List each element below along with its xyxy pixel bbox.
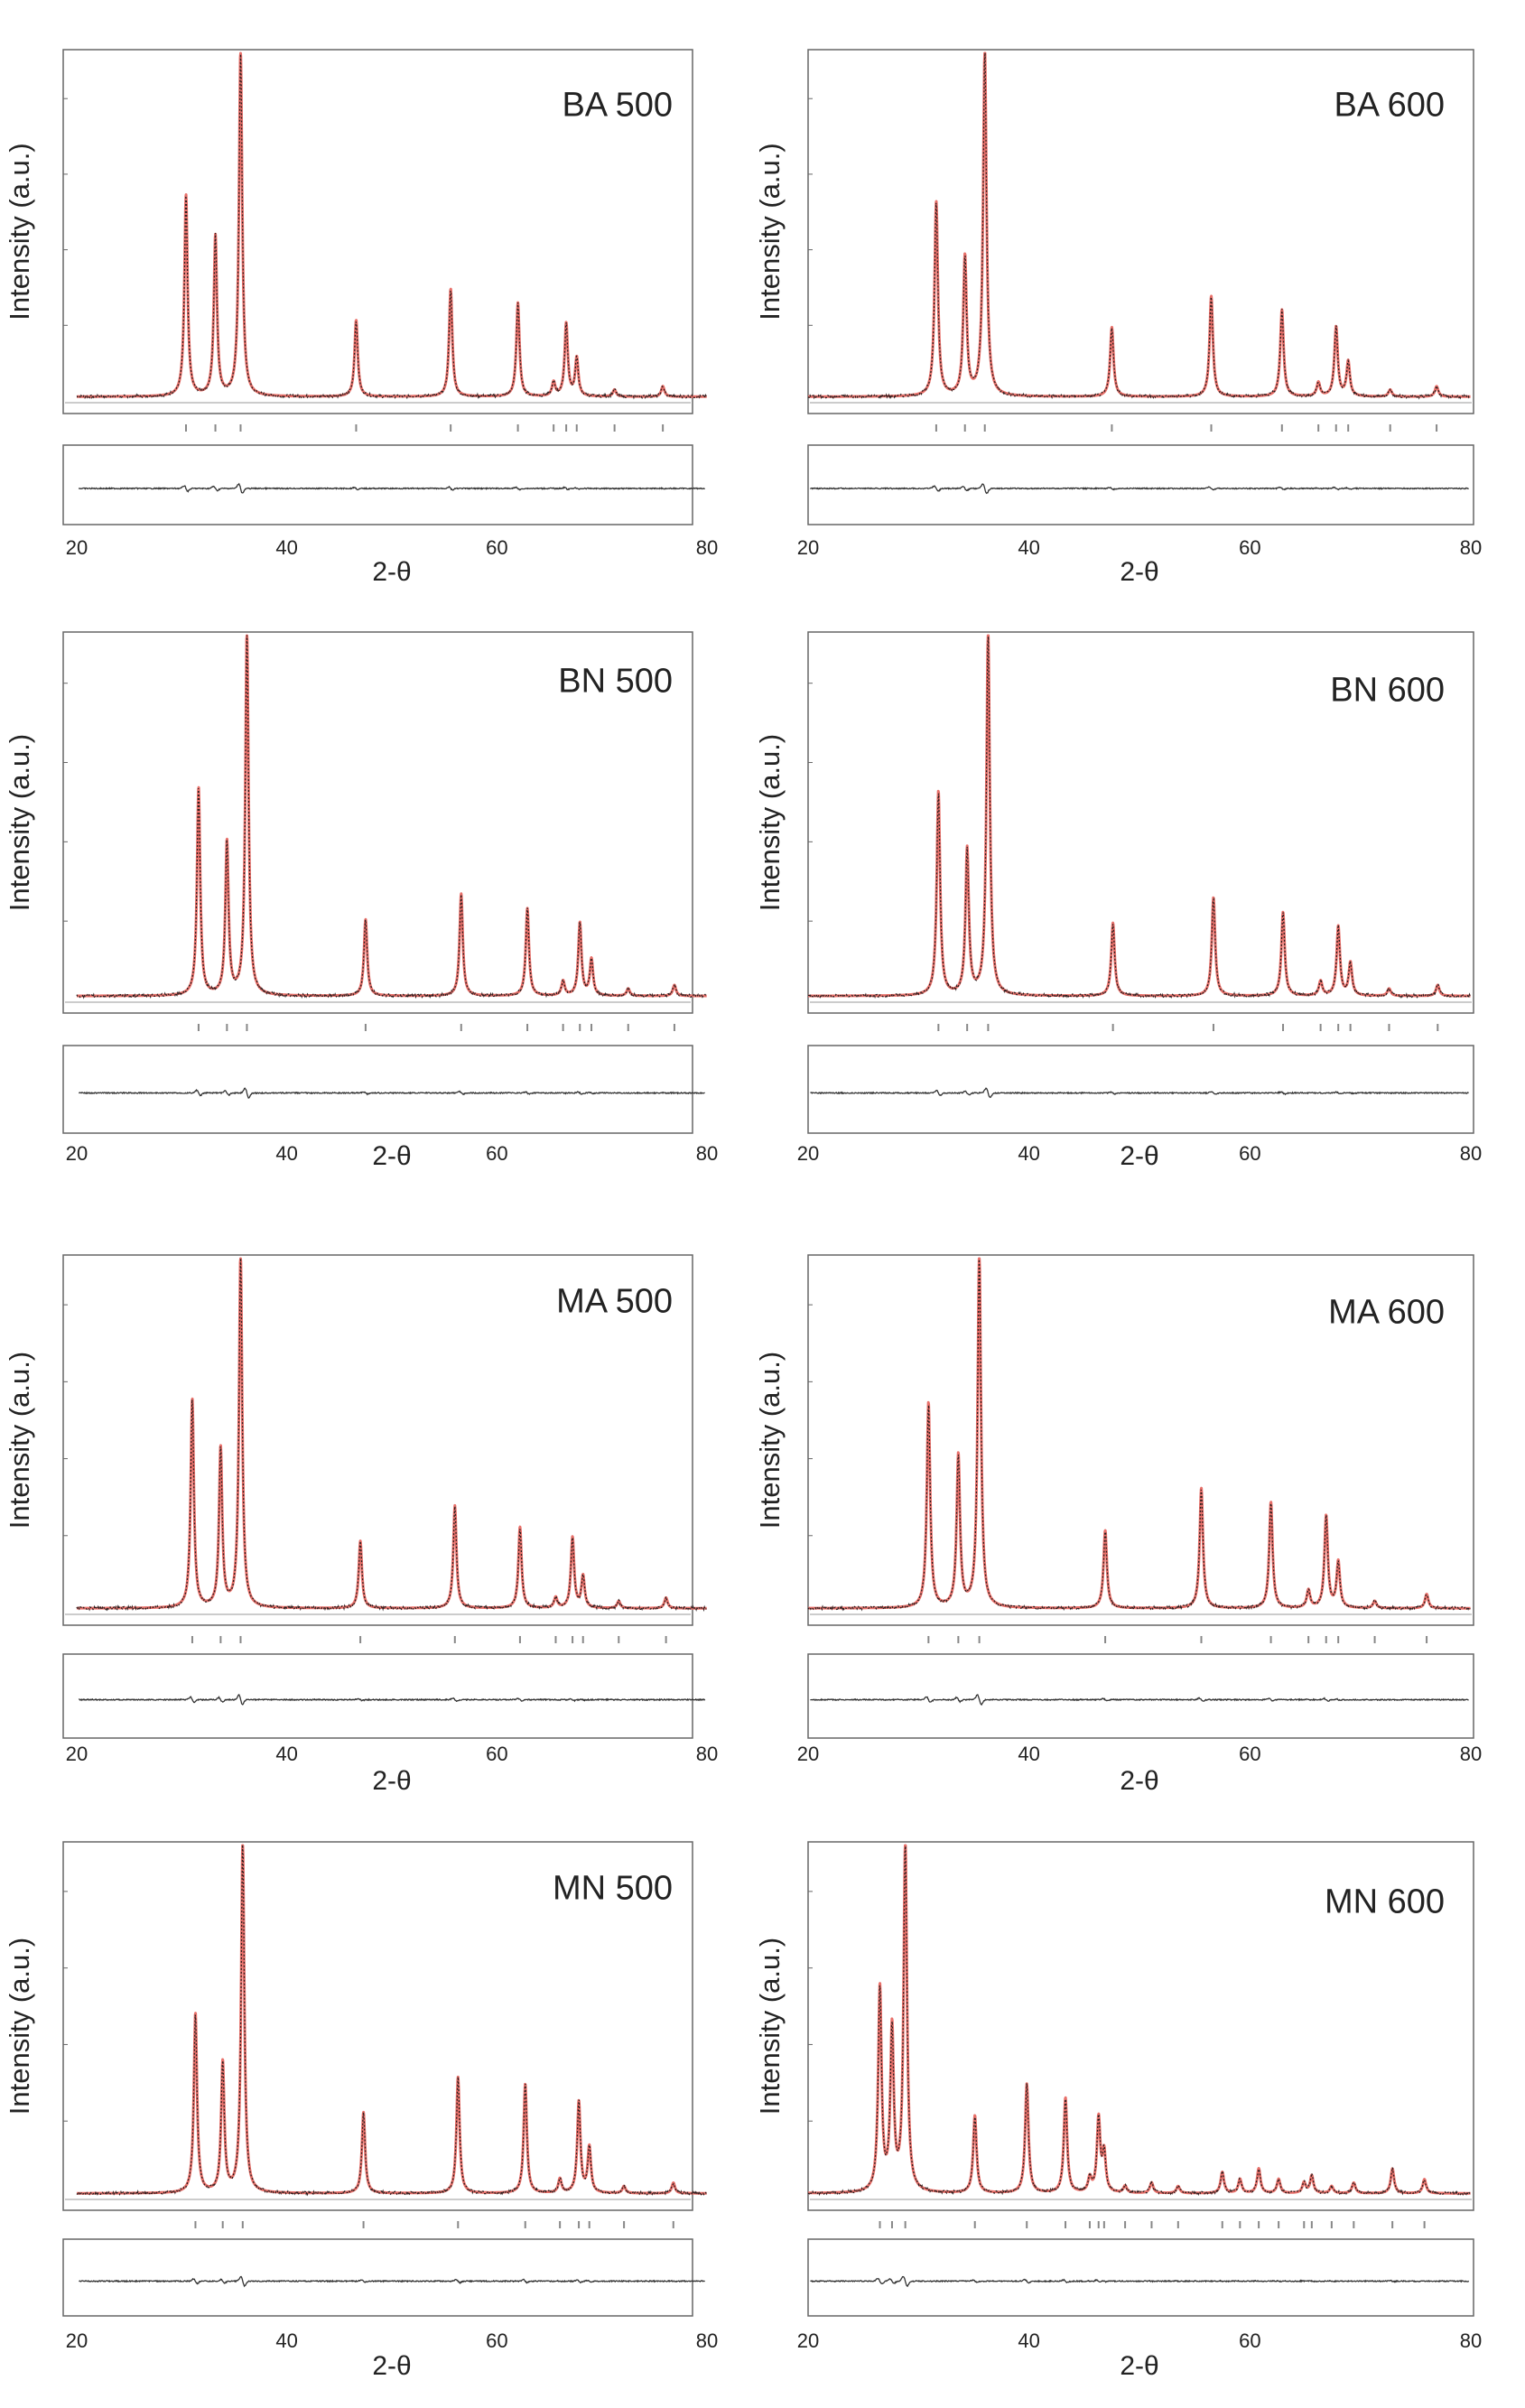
x-tick-label: 60 [486,1743,507,1765]
x-tick-label: 60 [1239,1142,1260,1165]
x-axis-label: 2-θ [1120,1141,1158,1171]
x-tick-label: 40 [1018,536,1039,559]
observed-profile-line [808,636,1471,999]
x-tick-label: 40 [275,536,297,559]
x-tick-label: 40 [275,2329,297,2352]
panel-title: MA 500 [556,1283,673,1321]
observed-profile-line [76,1845,707,2197]
main-plot-frame [62,1254,693,1626]
x-axis-label: 2-θ [1120,1766,1158,1796]
y-axis-label: Intensity (a.u.) [4,1352,35,1529]
x-tick-label: 60 [1239,536,1260,559]
difference-plot-frame [807,2238,1474,2317]
x-axis-label: 2-θ [1120,557,1158,587]
observed-profile-line [76,1258,707,1613]
difference-curve [79,2275,705,2288]
x-axis-label: 2-θ [372,557,411,587]
difference-plot-frame [62,1045,693,1134]
main-plot-frame [807,631,1474,1014]
x-tick-label: 60 [1239,1743,1260,1765]
panel-bn-600: 20 40 60 80 2-θ Intensity (a.u.) BN 600 [754,631,1482,1171]
x-tick-label: 20 [797,1142,819,1165]
x-tick-label: 60 [486,1142,507,1165]
panel-ba-600: 20 40 60 80 2-θ Intensity (a.u.) BA 600 [754,49,1482,587]
difference-plot-frame [807,1653,1474,1739]
observed-profile-line [76,54,707,400]
difference-plot-frame [807,444,1474,525]
panel-ba-500: 20 40 60 80 2-θ Intensity (a.u.) BA 500 [4,49,718,587]
panel-title: BN 500 [558,663,673,701]
observed-profile-line [807,52,1471,400]
panel-bn-500: 20 40 60 80 2-θ Intensity (a.u.) BN 500 [4,631,718,1171]
x-tick-label: 80 [696,536,718,559]
x-tick-label: 20 [66,1743,88,1765]
panel-title: BN 600 [1330,672,1445,710]
main-plot-frame [62,49,693,414]
panel-title: MN 500 [553,1870,673,1908]
main-plot-frame [807,1841,1474,2211]
y-axis-label: Intensity (a.u.) [754,143,786,320]
panel-mn-500: 20 40 60 80 2-θ Intensity (a.u.) MN 500 [4,1841,718,2381]
difference-curve [810,1087,1469,1099]
main-plot-frame [807,1254,1474,1626]
difference-plot-frame [62,2238,693,2317]
y-axis-label: Intensity (a.u.) [754,1938,786,2115]
panel-title: BA 600 [1334,87,1445,125]
main-plot-frame [62,1841,693,2211]
panel-title: MA 600 [1328,1294,1445,1332]
panel-title: MN 600 [1325,1883,1445,1921]
difference-curve [78,482,705,494]
difference-plot-frame [62,444,693,525]
panel-title: BA 500 [562,87,673,125]
observed-profile-line [807,1259,1471,1612]
x-tick-label: 80 [696,2329,718,2352]
x-tick-label: 80 [1460,536,1482,559]
x-tick-label: 40 [1018,1142,1039,1165]
y-axis-label: Intensity (a.u.) [4,1938,35,2115]
x-tick-label: 60 [486,2329,507,2352]
x-axis-label: 2-θ [372,2351,411,2381]
x-tick-label: 20 [797,2329,819,2352]
difference-curve [810,1694,1469,1706]
difference-curve [810,2275,1470,2288]
y-axis-label: Intensity (a.u.) [754,734,786,911]
x-tick-label: 40 [1018,1743,1039,1765]
panel-mn-600: 20 40 60 80 2-θ Intensity (a.u.) MN 600 [754,1841,1482,2381]
x-tick-label: 80 [696,1743,718,1765]
x-axis-label: 2-θ [1120,2351,1158,2381]
difference-plot-frame [807,1045,1474,1134]
x-tick-label: 40 [275,1142,297,1165]
x-tick-label: 20 [66,2329,88,2352]
difference-plot-frame [62,1653,693,1739]
x-tick-label: 60 [1239,2329,1260,2352]
main-plot-frame [807,49,1474,414]
x-tick-label: 80 [1460,2329,1482,2352]
x-tick-label: 20 [66,536,88,559]
x-tick-label: 20 [66,1142,88,1165]
main-plot-frame [62,631,693,1014]
x-tick-label: 20 [797,536,819,559]
difference-curve [78,1693,706,1706]
x-tick-label: 40 [275,1743,297,1765]
x-axis-label: 2-θ [372,1766,411,1796]
panel-ma-600: 20 40 60 80 2-θ Intensity (a.u.) MA 600 [754,1254,1482,1796]
x-tick-label: 80 [1460,1743,1482,1765]
difference-curve [78,1087,705,1099]
x-axis-label: 2-θ [372,1141,411,1171]
observed-profile-line [76,635,707,999]
panel-ma-500: 20 40 60 80 2-θ Intensity (a.u.) MA 500 [4,1254,718,1796]
x-tick-label: 80 [1460,1142,1482,1165]
observed-profile-line [807,1846,1471,2197]
y-axis-label: Intensity (a.u.) [4,143,35,320]
y-axis-label: Intensity (a.u.) [4,734,35,911]
difference-curve [809,483,1469,495]
x-tick-label: 40 [1018,2329,1039,2352]
x-tick-label: 60 [486,536,507,559]
y-axis-label: Intensity (a.u.) [754,1352,786,1529]
x-tick-label: 80 [696,1142,718,1165]
x-tick-label: 20 [797,1743,819,1765]
